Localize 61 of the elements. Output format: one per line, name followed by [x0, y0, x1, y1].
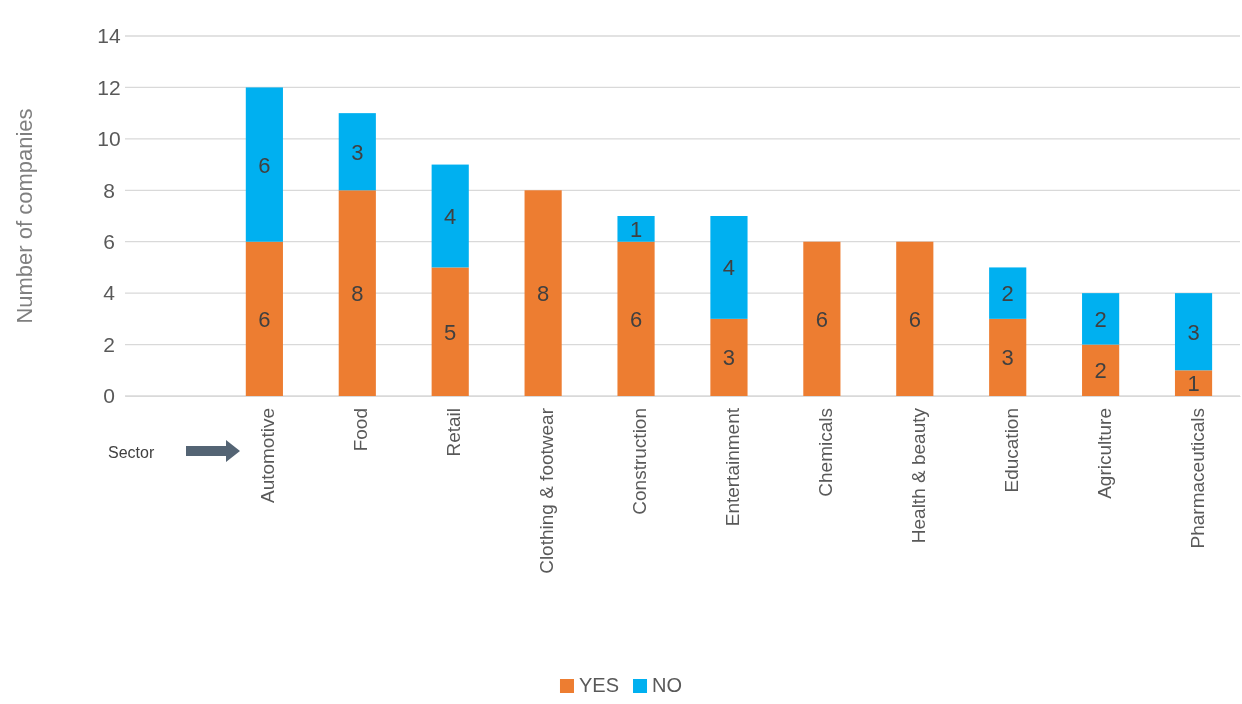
y-tick-label: 14 [97, 24, 121, 48]
x-tick-label: Automotive [257, 408, 279, 504]
data-label: 8 [351, 281, 364, 307]
y-tick-label: 6 [103, 229, 115, 253]
x-tick-label: Food [350, 408, 372, 452]
data-label: 8 [537, 281, 550, 307]
legend-label: YES [578, 674, 620, 696]
data-label: 4 [444, 204, 457, 229]
y-tick-label: 8 [103, 178, 115, 202]
bar [431, 267, 469, 396]
x-tick-label: Pharmaceuticals [1186, 408, 1208, 549]
data-label: 6 [815, 306, 828, 332]
x-tick-label: Construction [629, 408, 651, 515]
bar [245, 87, 283, 242]
data-label: 4 [722, 255, 736, 281]
bar [1174, 370, 1213, 396]
text: Sector [108, 444, 155, 461]
bar [617, 216, 655, 242]
x-tick-label: Health & beauty [907, 407, 929, 544]
bar [989, 318, 1027, 396]
bar [524, 190, 562, 396]
data-label: 5 [444, 319, 457, 345]
data-label: 1 [629, 216, 643, 242]
bar [617, 241, 655, 396]
data-label: 3 [722, 345, 736, 371]
data-label: 2 [1094, 358, 1107, 384]
x-tick-label: Retail [443, 408, 465, 457]
x-tick-label: Clothing & footwear [536, 407, 558, 574]
data-label: 1 [1187, 371, 1200, 397]
y-axis-title: Number of companies [12, 108, 37, 324]
bar [710, 318, 748, 396]
data-label: 6 [258, 152, 271, 178]
bar [1082, 344, 1120, 396]
legend-label: NO [652, 674, 683, 696]
y-tick-label: 2 [103, 332, 115, 356]
x-tick-label: Chemicals [814, 408, 836, 497]
data-label: 2 [1094, 306, 1107, 332]
y-tick-label: 0 [103, 384, 115, 408]
bar [1082, 293, 1120, 345]
x-tick-label: Agriculture [1093, 408, 1115, 499]
y-tick-label: 4 [103, 281, 116, 305]
bar [338, 113, 376, 191]
bar [989, 267, 1027, 319]
y-tick-label: 10 [97, 127, 121, 151]
y-tick-label: 12 [97, 75, 121, 99]
data-label: 6 [908, 306, 921, 332]
data-label: 6 [258, 306, 271, 332]
x-tick-label: Education [1000, 408, 1022, 493]
data-label: 3 [1187, 319, 1200, 345]
bar [896, 241, 934, 396]
data-label: 6 [629, 306, 643, 332]
data-label: 3 [351, 139, 364, 165]
x-tick-label: Entertainment [721, 407, 743, 527]
bar [1174, 293, 1213, 371]
data-label: 3 [1001, 345, 1014, 371]
bar [803, 241, 841, 396]
bar [710, 216, 748, 319]
bar [431, 164, 469, 268]
bar [245, 241, 283, 396]
data-label: 2 [1001, 281, 1014, 307]
bar [338, 190, 376, 396]
